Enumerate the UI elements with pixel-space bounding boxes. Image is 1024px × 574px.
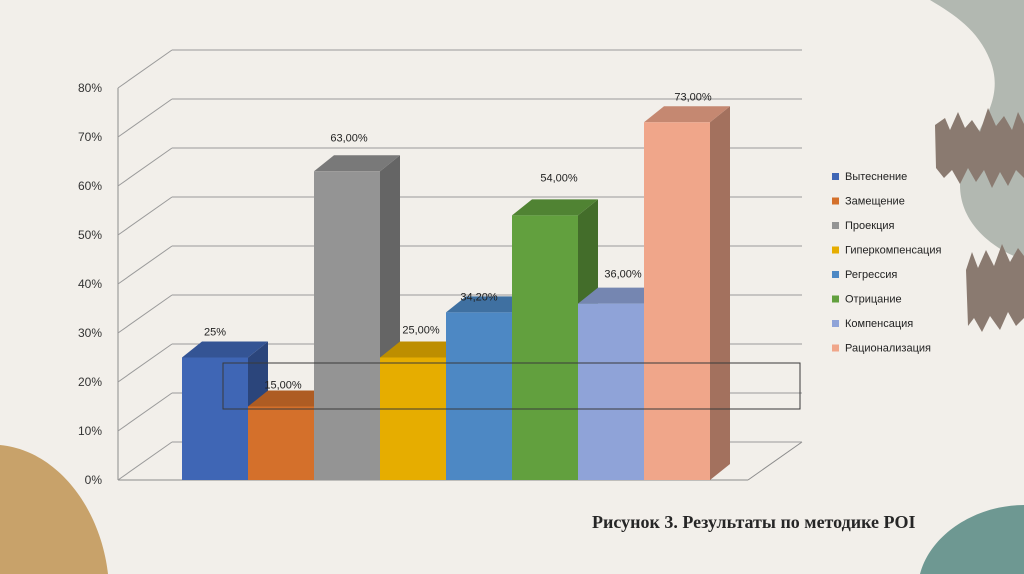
bar [644, 106, 730, 481]
highlight-frame [222, 362, 801, 410]
y-tick-label: 80% [78, 81, 102, 95]
y-tick-label: 0% [85, 473, 103, 487]
data-label: 36,00% [604, 269, 642, 281]
legend-label: Рационализация [845, 343, 931, 355]
gridline [117, 49, 802, 89]
bar-front [182, 357, 248, 480]
y-tick-label: 20% [78, 375, 102, 389]
legend-label: Регрессия [845, 269, 897, 281]
bar-front [380, 357, 446, 480]
data-label: 63,00% [330, 132, 368, 144]
bar-top [446, 296, 532, 313]
legend-swatch [832, 173, 839, 180]
y-tick-label: 40% [78, 277, 102, 291]
bar [314, 155, 400, 481]
legend-label: Проекция [845, 220, 895, 232]
legend-swatch [832, 197, 839, 205]
bar-top [578, 287, 664, 304]
legend-item: Компенсация [832, 318, 913, 330]
bar-top [380, 341, 466, 358]
y-tick-label: 10% [78, 424, 102, 438]
bar-top [248, 390, 334, 407]
legend-item: Рационализация [832, 343, 931, 355]
bar-front [248, 406, 314, 480]
legend-item: Замещение [832, 196, 905, 208]
teal-bottom-shape [920, 505, 1024, 574]
brown-brush-stroke-upper [935, 108, 1024, 188]
data-label: 25,00% [402, 325, 440, 337]
legend-item: Проекция [832, 220, 895, 232]
data-label: 15,00% [264, 380, 302, 392]
legend-item: Гиперкомпенсация [832, 245, 942, 257]
y-tick-label: 70% [78, 130, 102, 144]
y-tick-label: 50% [78, 228, 102, 242]
y-tick-label: 30% [78, 326, 102, 340]
legend-item: Регрессия [832, 269, 897, 281]
bar-front [446, 312, 512, 480]
legend-swatch [832, 222, 839, 229]
chart-data-labels: 25% 15,00% 63,00% 25,00% 34,20% 54,00% 36,00% 7… [204, 91, 712, 391]
y-tick-label: 60% [78, 179, 102, 193]
bar-chart: 0% 10% 20% 30% 40% 50% 60% 70% 80% 25% 15,00% 63,0… [78, 49, 942, 487]
data-label: 25% [204, 327, 226, 339]
legend-swatch [832, 271, 839, 278]
data-label: 34,20% [460, 291, 498, 303]
legend-label: Гиперкомпенсация [845, 245, 942, 257]
brown-brush-stroke-lower [966, 244, 1024, 332]
data-label: 54,00% [540, 172, 578, 184]
legend-label: Отрицание [845, 294, 902, 306]
bar-front [578, 303, 644, 480]
legend-swatch [832, 320, 839, 327]
chart-legend: Вытеснение Замещение Проекция Гиперкомпенса… [832, 171, 942, 355]
bar-top [314, 155, 400, 172]
bar-top [182, 341, 268, 358]
bar-top [644, 106, 730, 123]
bar-front [314, 171, 380, 481]
teal-corner-shape [930, 0, 1024, 260]
gridline [117, 98, 802, 138]
legend-label: Замещение [845, 196, 905, 208]
legend-swatch [832, 344, 839, 352]
data-label: 73,00% [674, 91, 712, 103]
bar-front [512, 215, 578, 480]
legend-label: Вытеснение [845, 171, 907, 183]
figure-caption: Рисунок 3. Результаты по методике POI [592, 512, 916, 532]
legend-swatch [832, 246, 839, 254]
y-axis-tick-labels: 0% 10% 20% 30% 40% 50% 60% 70% 80% [78, 81, 102, 487]
legend-label: Компенсация [845, 318, 913, 330]
floor-right-edge [747, 441, 803, 481]
chart-bars [182, 106, 730, 481]
tan-corner-shape [0, 445, 108, 574]
legend-item: Отрицание [832, 294, 902, 306]
bar-front [644, 122, 710, 481]
bar-side [710, 106, 730, 481]
legend-item: Вытеснение [832, 171, 907, 183]
legend-swatch [832, 295, 839, 303]
bar-top [512, 199, 598, 216]
